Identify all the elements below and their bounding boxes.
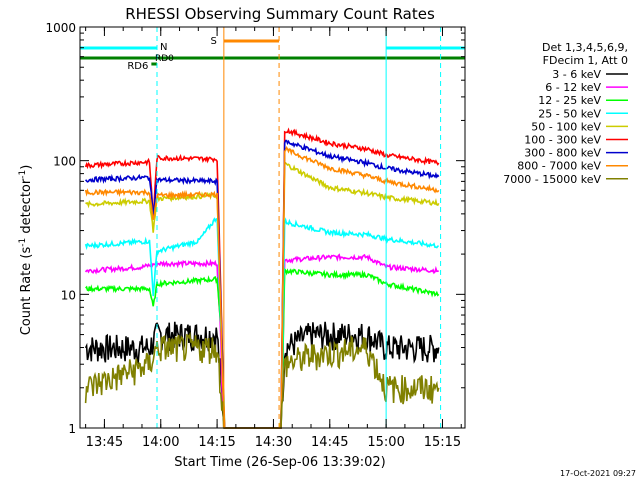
legend-label-7: 300 - 800 keV (524, 147, 601, 160)
legend-label-2: 6 - 12 keV (545, 81, 601, 94)
x-tick-label: 15:15 (424, 435, 461, 450)
x-tick-label: 15:00 (367, 435, 404, 450)
x-tick-label: 14:45 (311, 435, 348, 450)
legend-label-9: 7000 - 15000 keV (503, 173, 601, 186)
rd6-label: RD6 (127, 61, 148, 72)
x-tick-label: 14:30 (255, 435, 292, 450)
y-tick-label: 1 (68, 422, 76, 436)
legend-title-line-2: FDecim 1, Att 0 (543, 54, 628, 67)
axis-layer: 1 10 100 1000 13:45 14:00 14:15 14:30 14:45 15:00… (45, 21, 466, 450)
plot-frame (79, 26, 466, 429)
legend-label-5: 50 - 100 keV (531, 120, 601, 133)
x-tick-label: 14:15 (198, 435, 235, 450)
legend-label-8: 800 - 7000 keV (517, 160, 601, 173)
y-tick-label: 100 (53, 155, 76, 169)
legend-title-line-1: Det 1,3,4,5,6,9, (542, 41, 628, 54)
legend-label-6: 100 - 300 keV (524, 134, 601, 147)
x-tick-label: 13:45 (86, 435, 123, 450)
y-tick-label: 10 (61, 288, 76, 302)
y-axis-label: Count Rate (s-1 detector-1) (18, 165, 34, 336)
legend-label-4: 25 - 50 keV (538, 107, 601, 120)
y-tick-label: 1000 (45, 21, 76, 35)
saa-label: S (210, 36, 216, 47)
legend-label-3: 12 - 25 keV (538, 94, 601, 107)
x-axis-label: Start Time (26-Sep-06 13:39:02) (174, 455, 385, 470)
x-tick-label: 14:00 (142, 435, 179, 450)
rd0-label: RD0 (155, 54, 174, 64)
legend-label-1: 3 - 6 keV (552, 68, 601, 81)
chart-title: RHESSI Observing Summary Count Rates (125, 5, 435, 23)
night-label: N (160, 42, 167, 53)
generated-timestamp: 17-Oct-2021 09:27 (560, 469, 636, 478)
